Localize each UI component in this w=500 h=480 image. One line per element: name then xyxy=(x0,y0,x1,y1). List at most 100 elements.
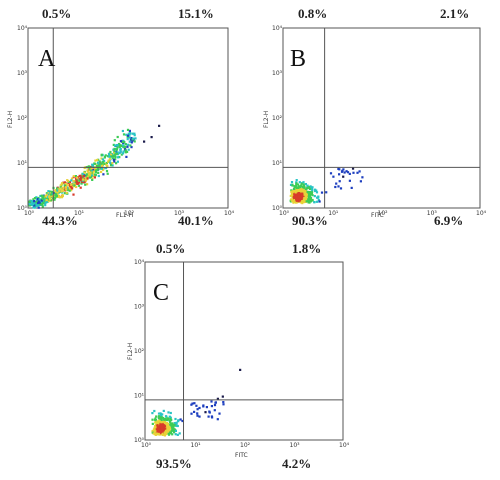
event-dot xyxy=(98,164,101,167)
event-dot xyxy=(28,204,31,207)
event-dot xyxy=(299,196,302,200)
event-dot xyxy=(161,423,164,426)
event-dots xyxy=(151,368,242,437)
event-dot xyxy=(293,194,296,197)
event-dot xyxy=(96,158,99,162)
event-dot xyxy=(309,198,312,201)
event-dot xyxy=(292,201,295,204)
event-dot xyxy=(153,433,156,436)
event-dot xyxy=(100,170,103,173)
x-tick-label: 10⁴ xyxy=(224,210,235,217)
event-dot xyxy=(105,163,108,166)
event-dot xyxy=(108,157,111,161)
event-dot xyxy=(35,196,38,199)
event-dot xyxy=(61,186,64,189)
event-dot xyxy=(86,183,89,186)
event-dot xyxy=(173,424,176,427)
event-dot xyxy=(70,179,73,182)
y-tick-label: 10² xyxy=(17,115,28,122)
y-tick-labels: 10⁰ 10¹ 10² 10³ 10⁴ xyxy=(17,25,28,212)
event-dot xyxy=(295,199,298,202)
event-dot xyxy=(309,186,312,189)
event-dot xyxy=(317,196,320,199)
event-dot xyxy=(175,423,178,426)
event-dot xyxy=(53,198,56,201)
event-dot xyxy=(90,174,94,177)
event-dot xyxy=(164,415,168,418)
event-dot xyxy=(305,200,308,203)
event-dot xyxy=(205,406,208,409)
event-dot xyxy=(75,180,78,183)
event-dot xyxy=(79,186,82,189)
panel-label: C xyxy=(153,280,169,306)
event-dot xyxy=(343,171,346,174)
event-dot xyxy=(300,182,303,185)
event-dot xyxy=(92,169,95,172)
event-dot xyxy=(155,424,158,427)
event-dot xyxy=(302,184,305,187)
event-dot xyxy=(44,201,47,204)
event-dot xyxy=(111,154,115,157)
event-dot xyxy=(293,199,296,202)
event-dot xyxy=(56,191,59,194)
event-dot xyxy=(49,190,52,193)
event-dot xyxy=(210,405,213,408)
event-dot xyxy=(171,422,174,425)
event-dot xyxy=(311,189,314,192)
event-dot xyxy=(44,197,48,200)
event-dot xyxy=(171,433,174,436)
event-dot xyxy=(156,425,159,428)
event-dot xyxy=(133,140,136,143)
event-dot xyxy=(296,183,299,186)
event-dot xyxy=(164,430,167,433)
event-dot xyxy=(132,137,135,140)
event-dot xyxy=(65,188,68,191)
y-tick-label: 10⁰ xyxy=(17,205,28,212)
event-dot xyxy=(35,198,38,201)
quadrant-ur-label: 2.1% xyxy=(440,6,469,21)
event-dot xyxy=(196,414,199,417)
event-dot xyxy=(55,193,58,196)
event-dot xyxy=(72,175,75,178)
event-dot xyxy=(68,189,71,192)
event-dot xyxy=(116,146,119,149)
event-dot xyxy=(68,181,71,184)
event-dot xyxy=(79,175,82,178)
event-dot xyxy=(320,191,324,194)
event-dot xyxy=(213,409,216,412)
event-dot xyxy=(108,154,111,157)
event-dot xyxy=(126,138,129,141)
event-dot xyxy=(80,176,83,179)
event-dot xyxy=(348,179,351,182)
event-dot xyxy=(75,181,78,184)
event-dot xyxy=(174,429,177,432)
event-dot xyxy=(113,154,116,157)
event-dot xyxy=(94,168,97,171)
event-dot xyxy=(32,203,35,206)
event-dot xyxy=(84,179,87,182)
event-dot xyxy=(151,429,154,433)
event-dot xyxy=(293,195,296,198)
x-tick-labels: 10⁰ 10¹ 10² 10³ 10⁴ xyxy=(279,210,487,217)
event-dot xyxy=(112,143,115,146)
event-dot xyxy=(70,177,74,180)
event-dot xyxy=(124,146,127,149)
event-dot xyxy=(109,150,112,154)
event-dot xyxy=(308,197,311,200)
event-dot xyxy=(150,136,153,139)
quadrant-ul-label: 0.8% xyxy=(298,6,327,21)
event-dot xyxy=(190,412,193,415)
event-dot xyxy=(221,395,224,398)
event-dot xyxy=(157,428,160,432)
event-dot xyxy=(56,189,59,192)
event-dot xyxy=(153,409,156,413)
event-dot xyxy=(47,194,50,197)
event-dot xyxy=(290,198,293,201)
event-dot xyxy=(72,179,75,183)
event-dot xyxy=(112,151,116,154)
y-tick-label: 10³ xyxy=(272,70,283,77)
event-dot xyxy=(314,188,317,191)
quadrant-ll-label: 93.5% xyxy=(156,456,192,471)
event-dot xyxy=(159,422,162,425)
